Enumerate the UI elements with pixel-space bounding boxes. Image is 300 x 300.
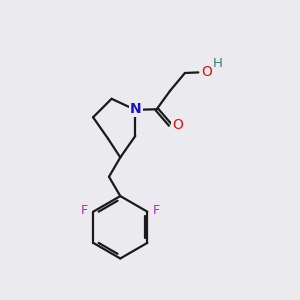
Text: F: F bbox=[81, 204, 88, 217]
Text: O: O bbox=[172, 118, 183, 132]
Text: N: N bbox=[130, 102, 142, 116]
Text: H: H bbox=[213, 57, 223, 70]
Text: O: O bbox=[201, 65, 212, 80]
Text: F: F bbox=[153, 204, 160, 217]
